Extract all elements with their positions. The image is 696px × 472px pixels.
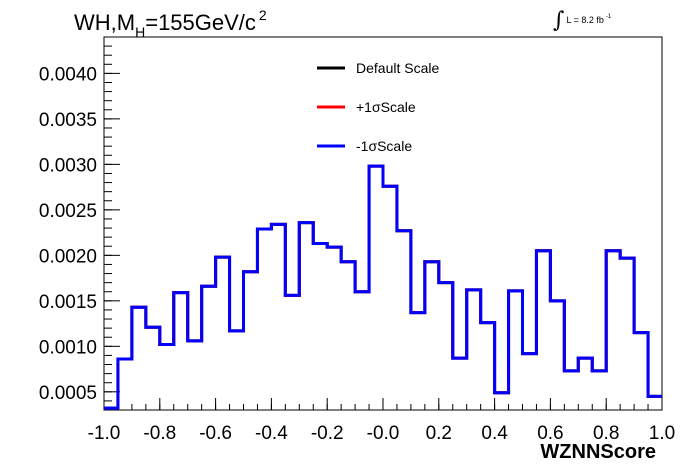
- x-axis-label: WZNNScore: [540, 441, 656, 463]
- y-tick-label: 0.0025: [39, 201, 97, 222]
- legend-label-1: +1σScale: [356, 99, 416, 115]
- luminosity-superscript: -1: [605, 14, 612, 20]
- title-superscript: 2: [258, 7, 267, 23]
- x-tick-label: -0.2: [311, 423, 344, 444]
- y-tick-label: 0.0005: [39, 383, 97, 404]
- x-tick-label: 0.4: [481, 423, 508, 444]
- y-tick-label: 0.0020: [39, 246, 97, 267]
- x-tick-label: -0.6: [199, 423, 232, 444]
- y-tick-label: 0.0015: [39, 292, 97, 313]
- legend-label-2: -1σScale: [356, 138, 412, 154]
- x-tick-label: -0.4: [255, 423, 288, 444]
- integral-symbol: ∫: [553, 8, 565, 33]
- legend-label-0: Default Scale: [356, 60, 439, 76]
- y-tick-label: 0.0030: [39, 155, 97, 176]
- x-tick-label: 1.0: [649, 423, 675, 444]
- title-subscript: H: [135, 24, 146, 40]
- x-tick-label: 0.8: [593, 423, 619, 444]
- y-tick-label: 0.0010: [39, 337, 97, 358]
- y-tick-label: 0.0035: [39, 110, 97, 131]
- luminosity-label: ∫ L = 8.2 fb -1: [553, 8, 611, 33]
- x-tick-label: 0.2: [426, 423, 452, 444]
- title-main: WH,M: [74, 10, 136, 35]
- luminosity-value: L = 8.2 fb: [566, 15, 604, 25]
- x-tick-label: -0.0: [367, 423, 400, 444]
- histogram-series-2: [104, 164, 662, 410]
- y-tick-label: 0.0040: [39, 64, 97, 85]
- x-tick-label: -0.8: [143, 423, 176, 444]
- plot-frame: [103, 36, 663, 411]
- luminosity-text: L = 8.2 fb -1: [566, 14, 612, 25]
- chart-title: WH,MH=155GeV/c 2: [74, 7, 267, 40]
- x-tick-label: -1.0: [88, 423, 121, 444]
- title-rest: =155GeV/c: [145, 10, 256, 35]
- x-tick-label: 0.6: [537, 423, 563, 444]
